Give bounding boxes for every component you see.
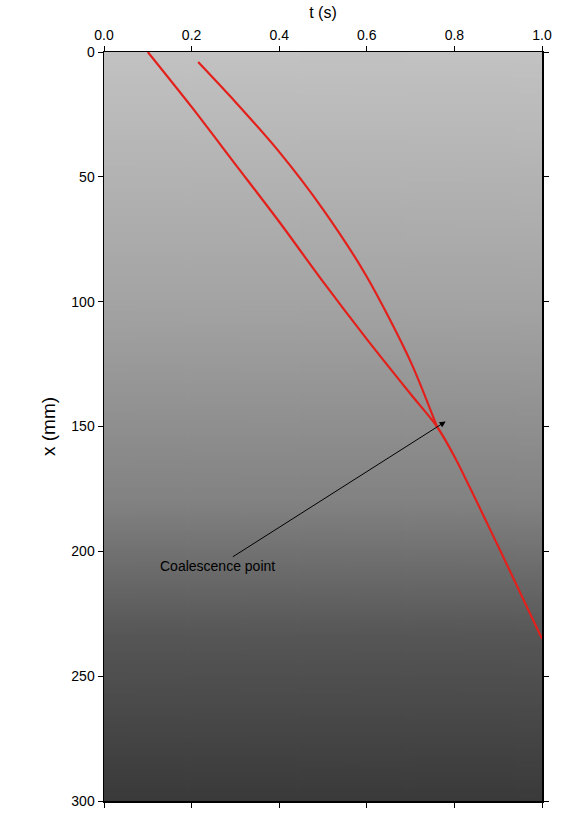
svg-text:x (mm): x (mm) (38, 397, 59, 456)
svg-text:50: 50 (79, 169, 95, 185)
svg-text:Coalescence point: Coalescence point (160, 558, 275, 574)
svg-text:0.4: 0.4 (269, 27, 289, 43)
svg-text:0.2: 0.2 (182, 27, 202, 43)
svg-text:300: 300 (71, 793, 95, 809)
svg-text:250: 250 (71, 668, 95, 684)
svg-text:0.0: 0.0 (94, 27, 114, 43)
svg-text:t (s): t (s) (309, 4, 337, 21)
svg-text:100: 100 (71, 294, 95, 310)
svg-text:200: 200 (71, 543, 95, 559)
svg-text:0: 0 (87, 44, 95, 60)
svg-text:150: 150 (71, 418, 95, 434)
svg-text:0.8: 0.8 (445, 27, 465, 43)
svg-text:1.0: 1.0 (532, 27, 552, 43)
svg-text:0.6: 0.6 (357, 27, 377, 43)
